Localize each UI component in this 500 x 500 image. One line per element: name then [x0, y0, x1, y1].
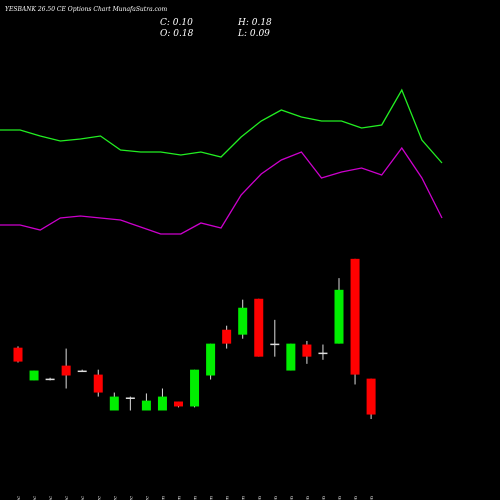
candle-body — [318, 352, 328, 355]
x-tick-label: 05 Jan — [193, 496, 199, 500]
x-tick-label: 15 Jan — [321, 496, 327, 500]
overlay-line — [0, 88, 443, 164]
candle-body — [222, 329, 232, 344]
x-tick-label: 22 Dec — [64, 496, 70, 500]
x-tick-label: 13 Jan — [289, 496, 295, 500]
x-tick-label: 19 Jan — [353, 496, 359, 500]
x-tick-label: 02 Jan — [177, 496, 183, 500]
x-tick-label: 12 Jan — [273, 496, 279, 500]
x-tick-label: 07 Jan — [225, 496, 231, 500]
candle-body — [270, 343, 280, 346]
x-tick-label: 31 Dec — [144, 496, 150, 500]
candle-body — [141, 400, 151, 411]
candle-body — [13, 347, 23, 362]
x-tick-label: 06 Jan — [209, 496, 215, 500]
candle-body — [109, 396, 119, 411]
x-tick-label: 01 Jan — [160, 496, 166, 500]
candle-body — [157, 396, 167, 411]
candle-body — [350, 258, 360, 375]
x-tick-label: 13 Dec — [16, 496, 22, 500]
candle-body — [29, 370, 39, 381]
high-label: H: 0.18 — [237, 18, 272, 28]
candle-body — [238, 307, 248, 335]
candle-body — [61, 365, 71, 376]
x-tick-label: 09 Jan — [257, 496, 263, 500]
x-tick-label: 20 Jan — [369, 496, 375, 500]
close-label: C: 0.10 — [160, 18, 193, 28]
candle-body — [334, 289, 344, 344]
open-label: O: 0.18 — [160, 29, 194, 39]
candle-body — [366, 378, 376, 415]
x-tick-label: 26 Dec — [96, 496, 102, 500]
candle-body — [125, 397, 135, 399]
candle-body — [174, 401, 183, 407]
candle-body — [206, 343, 216, 376]
candle-body — [45, 378, 55, 381]
candle-body — [302, 344, 312, 357]
x-tick-label: 14 Jan — [305, 496, 311, 500]
x-tick-label: 16 Dec — [32, 496, 38, 500]
x-tick-label: 19 Dec — [48, 496, 54, 500]
x-tick-label: 30 Dec — [128, 496, 134, 500]
candle-body — [93, 374, 103, 393]
overlay-line — [0, 146, 443, 235]
candle-body — [254, 298, 264, 357]
low-label: L: 0.09 — [237, 29, 270, 39]
x-tick-label: 29 Dec — [112, 496, 118, 500]
chart-title: YESBANK 26.50 CE Options Chart MunafaSut… — [5, 6, 168, 13]
x-tick-label: 24 Dec — [80, 496, 86, 500]
x-tick-label: 16 Jan — [337, 496, 343, 500]
candle-body — [286, 343, 296, 371]
candle-body — [190, 369, 200, 407]
candle-body — [77, 370, 87, 373]
x-tick-label: 08 Jan — [241, 496, 247, 500]
